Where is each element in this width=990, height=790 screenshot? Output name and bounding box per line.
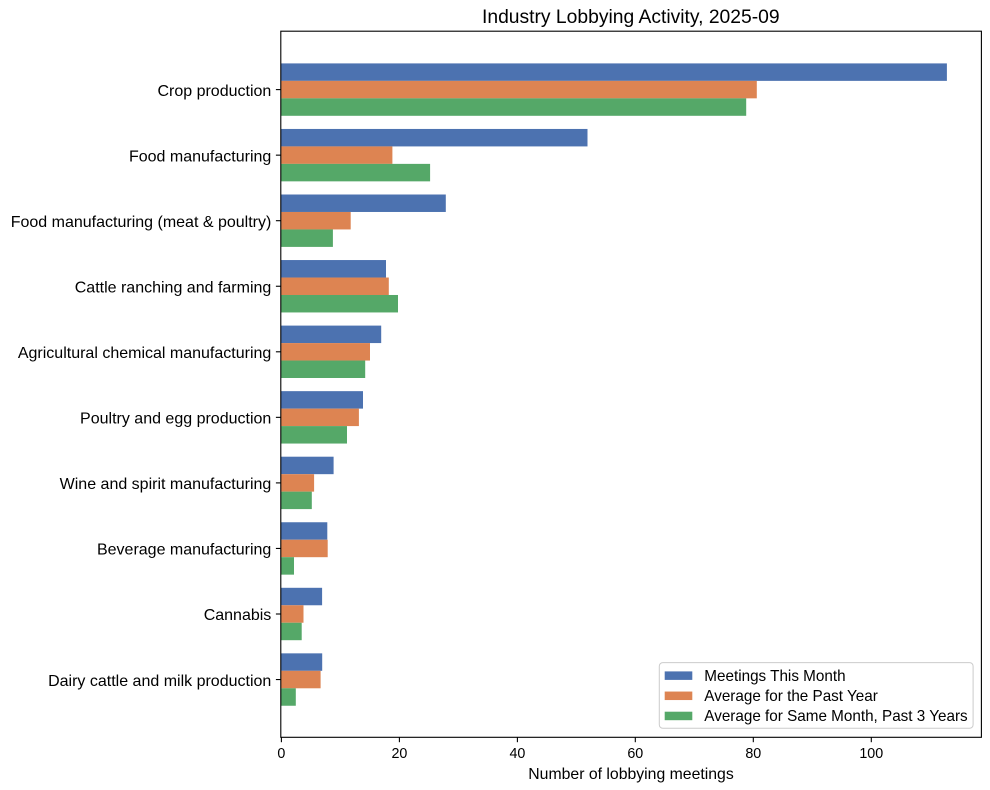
svg-text:Crop production: Crop production: [157, 83, 271, 100]
svg-text:Beverage manufacturing: Beverage manufacturing: [97, 542, 271, 559]
svg-text:Number of lobbying meetings: Number of lobbying meetings: [528, 766, 734, 783]
svg-text:Food manufacturing (meat & pou: Food manufacturing (meat & poultry): [11, 214, 272, 231]
svg-text:Average for the Past Year: Average for the Past Year: [704, 688, 878, 705]
svg-text:Wine and spirit manufacturing: Wine and spirit manufacturing: [60, 476, 272, 493]
svg-text:Agricultural chemical manufact: Agricultural chemical manufacturing: [18, 345, 271, 362]
svg-text:Food manufacturing: Food manufacturing: [129, 148, 271, 165]
svg-text:Average for Same Month, Past 3: Average for Same Month, Past 3 Years: [704, 708, 968, 725]
svg-text:Cattle ranching and farming: Cattle ranching and farming: [75, 279, 272, 296]
svg-text:Poultry and egg production: Poultry and egg production: [80, 411, 271, 428]
svg-text:Industry Lobbying Activity, 20: Industry Lobbying Activity, 2025-09: [482, 7, 780, 28]
svg-text:0: 0: [277, 746, 285, 762]
svg-text:60: 60: [627, 746, 643, 762]
svg-text:40: 40: [509, 746, 525, 762]
svg-text:20: 20: [391, 746, 407, 762]
svg-text:Dairy cattle and milk producti: Dairy cattle and milk production: [48, 673, 271, 690]
svg-text:Meetings This Month: Meetings This Month: [704, 668, 845, 685]
svg-text:100: 100: [859, 746, 883, 762]
svg-text:Cannabis: Cannabis: [204, 607, 272, 624]
svg-text:80: 80: [745, 746, 761, 762]
